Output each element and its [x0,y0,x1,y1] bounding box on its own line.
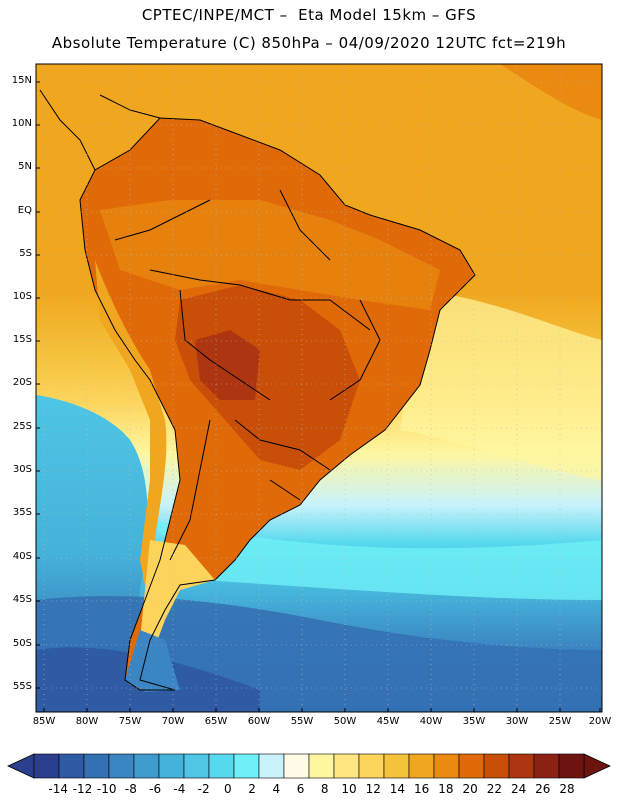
colorbar-swatch [558,753,585,779]
colorbar-label: -12 [72,782,93,796]
colorbar-swatch [108,753,135,779]
colorbar-label: -14 [48,782,69,796]
lat-label: 20S [12,377,32,388]
atlantic-yellow-band [400,290,602,480]
colorbar-left-arrow [7,753,35,779]
lon-label: 60W [247,716,271,727]
colorbar-swatch [533,753,560,779]
colorbar-swatch [158,753,185,779]
colorbar-swatch [333,753,360,779]
colorbar-swatch [458,753,485,779]
colorbar-label: 18 [438,782,454,796]
colorbar-swatch [58,753,85,779]
lon-label: 45W [376,716,400,727]
lat-label: 5S [19,248,32,259]
lon-label: 65W [204,716,228,727]
lat-label: 10N [11,118,32,129]
colorbar-label: 4 [272,782,281,796]
colorbar-label: 8 [320,782,329,796]
colorbar-label: 6 [296,782,305,796]
coastline-and-borders [39,89,476,691]
colorbar-label: 24 [510,782,527,796]
colorbar-swatch [433,753,460,779]
colorbar-label: 10 [341,782,357,796]
lat-label: 15N [11,75,32,86]
colorbar-swatch [83,753,110,779]
atlantic-cool-band [150,520,602,600]
continent-warm-core [175,285,360,470]
northern-warm-region [500,64,602,120]
lat-label: 40S [12,551,32,562]
lat-label: 50S [12,638,32,649]
colorbar-swatch [408,753,435,779]
lon-label: 85W [32,716,56,727]
lat-label: 45S [12,594,32,605]
lat-label: 35S [12,507,32,518]
colorbar-swatch [233,753,260,779]
colorbar-label: 26 [535,782,551,796]
colorbar-label: 14 [389,782,406,796]
patagonia-cool [140,540,215,660]
colorbar-swatch [383,753,410,779]
lat-lon-grid [36,64,602,712]
colorbar-swatch [33,753,60,779]
amazon-basin [100,200,440,310]
colorbar-label: -10 [96,782,117,796]
colorbar-label: 12 [365,782,381,796]
lon-label: 55W [290,716,314,727]
tierra-del-fuego-cold [125,630,180,692]
map-title-line1: CPTEC/INPE/MCT – Eta Model 15km – GFS [141,6,477,24]
colorbar-label: -6 [149,782,162,796]
lon-label: 25W [548,716,572,727]
colorbar-label: -8 [124,782,137,796]
lat-label: 10S [12,291,32,302]
lon-label: 30W [505,716,529,727]
colorbar-label: 28 [559,782,575,796]
colorbar-label: -4 [173,782,186,796]
colorbar-label: 16 [414,782,430,796]
colorbar-right-arrow [583,753,611,779]
axis-ticks [36,81,601,712]
andes-cool-strip [95,260,167,600]
lon-label: 75W [118,716,142,727]
colorbar-swatch [308,753,335,779]
colorbar-swatch [483,753,510,779]
lat-label: 55S [12,681,32,692]
lon-label: 50W [333,716,357,727]
colorbar-swatch [133,753,160,779]
colorbar-label: 22 [486,782,502,796]
lat-label: 5N [18,161,32,172]
lon-label: 20W [588,716,612,727]
lat-label: EQ [17,205,32,216]
lat-label: 25S [12,421,32,432]
colorbar-label: -2 [197,782,210,796]
lon-label: 70W [161,716,185,727]
lat-label: 30S [12,464,32,475]
colorbar-label: 20 [462,782,478,796]
map-frame [35,63,603,713]
map-title-line2: Absolute Temperature (C) 850hPa – 04/09/… [51,34,567,52]
colorbar-swatch [508,753,535,779]
colorbar-label: 2 [248,782,256,796]
colorbar-swatch [258,753,285,779]
colorbar-swatch [358,753,385,779]
lon-label: 40W [419,716,443,727]
lon-label: 35W [462,716,486,727]
colorbar-label: 0 [224,782,232,796]
colorbar-swatch [208,753,235,779]
colorbar-swatch [183,753,210,779]
colorbar [33,753,585,779]
colorbar-swatch [283,753,310,779]
lat-label: 15S [12,334,32,345]
lon-label: 80W [75,716,99,727]
